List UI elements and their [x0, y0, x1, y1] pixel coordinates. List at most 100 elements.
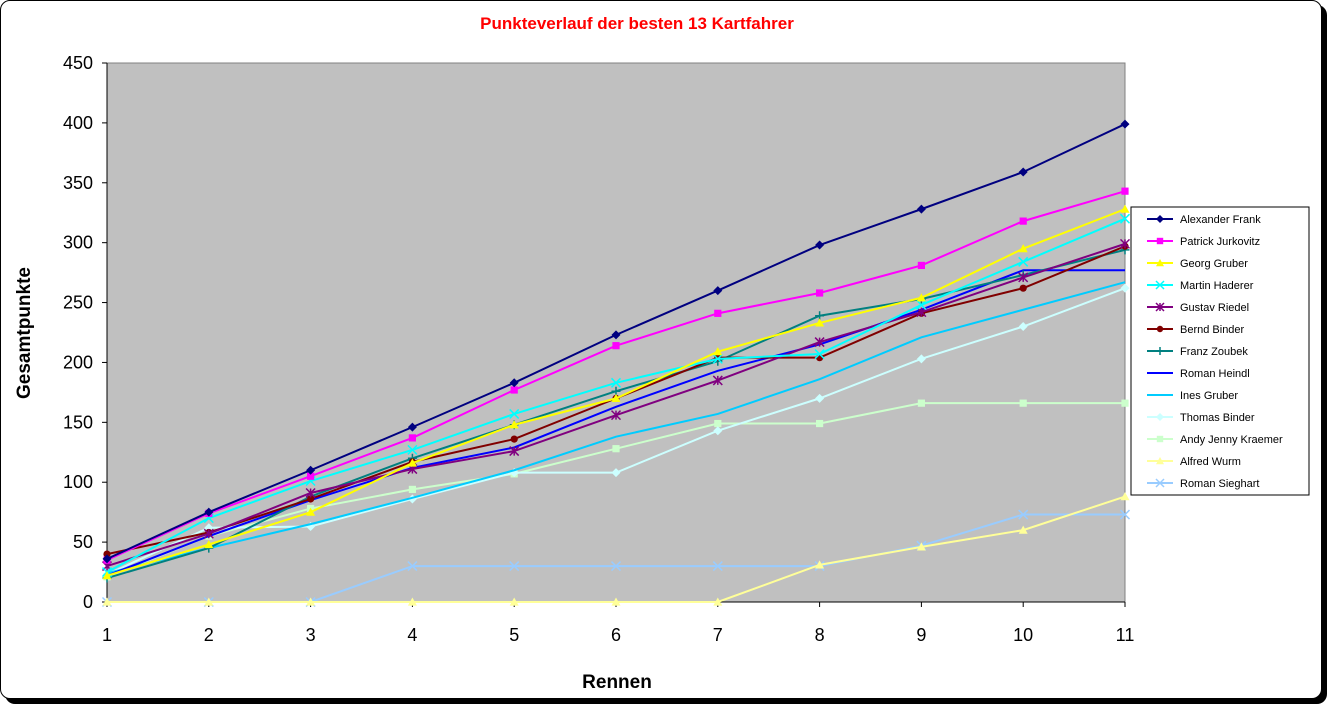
data-point: [1018, 509, 1029, 520]
data-point: [916, 307, 927, 318]
data-point: [305, 487, 316, 499]
data-point: [815, 560, 825, 569]
legend-marker: [1156, 259, 1164, 267]
legend-marker: [1155, 478, 1165, 488]
data-point: [510, 386, 518, 394]
legend-marker: [1156, 435, 1164, 443]
data-point: [917, 261, 925, 270]
data-point: [916, 354, 926, 364]
data-point: [407, 458, 417, 467]
data-point: [713, 286, 723, 296]
data-point: [1119, 238, 1131, 249]
y-tick-label: 200: [63, 352, 93, 372]
series-alexander-frank: [102, 119, 1130, 564]
legend-marker: [1156, 457, 1164, 465]
series-line: [106, 269, 1125, 577]
legend-entry: Georg Gruber: [1147, 258, 1248, 270]
legend-label: Martin Haderer: [1180, 280, 1254, 292]
data-point: [1121, 399, 1129, 407]
data-point: [1120, 283, 1130, 293]
data-point: [611, 330, 621, 340]
data-point: [407, 422, 417, 432]
data-point: [509, 420, 519, 429]
data-point: [1018, 525, 1028, 534]
legend-label: Patrick Jurkovitz: [1180, 236, 1260, 248]
data-point: [916, 542, 926, 551]
x-tick-label: 2: [204, 625, 214, 645]
data-point: [408, 434, 416, 442]
chart-title: Punkteverlauf der besten 13 Kartfahrer: [480, 14, 794, 33]
legend-label: Franz Zoubek: [1180, 346, 1248, 358]
data-point: [1018, 272, 1029, 283]
legend-marker: [1155, 302, 1165, 312]
legend: Alexander Frank Patrick Jurkovitz Georg Gr…: [1130, 206, 1310, 496]
legend-label: Georg Gruber: [1180, 258, 1248, 270]
data-point: [306, 507, 316, 516]
data-point: [1120, 119, 1130, 129]
x-tick-label: 3: [306, 625, 316, 645]
legend-box: [1130, 206, 1310, 496]
legend-label: Ines Gruber: [1180, 390, 1238, 402]
data-point: [509, 378, 519, 388]
series-ines-gruber: [106, 281, 1126, 575]
data-point: [815, 393, 825, 403]
data-point: [815, 240, 825, 250]
legend-label: Alexander Frank: [1180, 214, 1261, 226]
data-point: [713, 347, 723, 356]
data-point: [1018, 167, 1028, 177]
legend-entry: Roman Sieghart: [1147, 478, 1260, 490]
series-roman-heindl: [106, 269, 1125, 577]
data-point: [1018, 244, 1028, 253]
data-point: [612, 445, 620, 453]
data-point: [306, 597, 316, 606]
data-point: [203, 528, 214, 539]
data-point: [307, 472, 315, 480]
data-point: [816, 419, 824, 428]
data-point: [814, 337, 825, 348]
legend-entry: Andy Jenny Kraemer: [1147, 434, 1283, 446]
legend-entry: Franz Zoubek: [1147, 346, 1248, 358]
legend-entry: Bernd Binder: [1147, 324, 1245, 336]
data-point: [610, 561, 622, 572]
data-point: [204, 540, 214, 549]
data-point: [713, 597, 723, 606]
y-tick-label: 0: [83, 592, 93, 612]
data-point: [306, 465, 316, 475]
data-point: [916, 299, 927, 310]
legend-entry: Roman Heindl: [1147, 368, 1250, 380]
x-tick-label: 6: [611, 625, 621, 645]
x-tick-label: 10: [1013, 625, 1033, 645]
data-point: [204, 597, 214, 606]
legend-marker: [1156, 347, 1164, 355]
data-point: [1119, 509, 1131, 520]
legend-label: Bernd Binder: [1180, 324, 1245, 336]
data-point: [1120, 492, 1130, 501]
series-georg-gruber: [102, 204, 1130, 580]
legend-entry: Martin Haderer: [1147, 280, 1254, 292]
data-point: [1018, 322, 1028, 332]
data-point: [407, 597, 417, 606]
series-gustav-riedel: [101, 238, 1131, 572]
y-tick-label: 350: [63, 173, 93, 193]
data-point: [714, 309, 722, 317]
x-tick-label: 1: [102, 625, 112, 645]
legend-entry: Ines Gruber: [1147, 390, 1238, 402]
legend-entry: Thomas Binder: [1147, 412, 1255, 424]
legend-marker: [1155, 280, 1165, 290]
data-point: [916, 293, 926, 302]
x-tick-label: 7: [713, 625, 723, 645]
x-tick-label: 11: [1116, 625, 1135, 645]
data-point: [509, 446, 520, 457]
data-point: [714, 419, 722, 428]
data-point: [712, 353, 723, 364]
data-point: [102, 571, 112, 580]
legend-label: Andy Jenny Kraemer: [1180, 434, 1283, 446]
data-point: [204, 507, 214, 517]
data-point: [916, 204, 926, 214]
y-tick-label: 100: [63, 472, 93, 492]
data-point: [510, 435, 518, 443]
x-tick-label: 8: [815, 625, 825, 645]
y-tick-label: 400: [63, 113, 93, 133]
data-point: [814, 349, 825, 360]
